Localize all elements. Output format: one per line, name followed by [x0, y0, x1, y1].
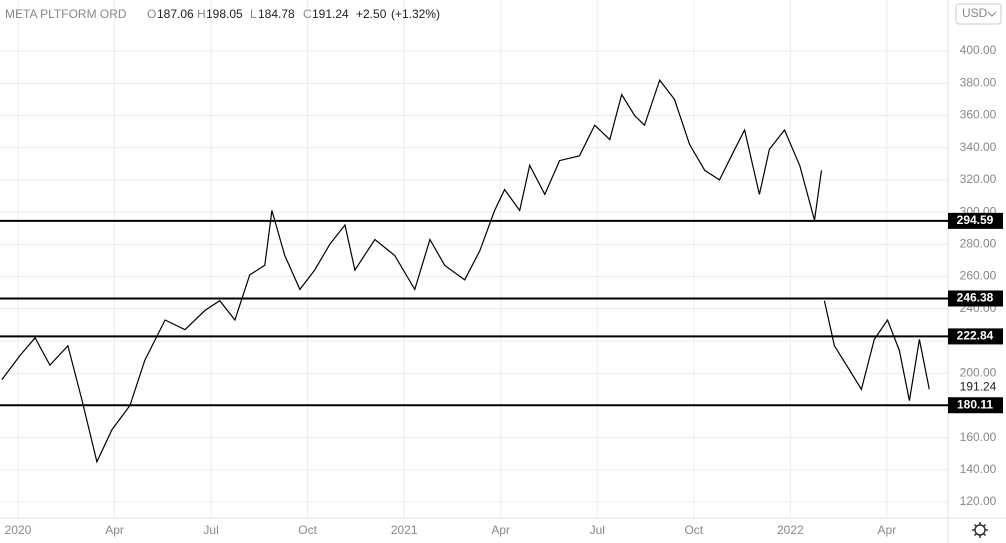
x-tick-label: Apr — [491, 523, 510, 537]
y-tick-label: 260.00 — [960, 269, 997, 283]
y-tick-label: 120.00 — [960, 494, 997, 508]
y-tick-label: 140.00 — [960, 462, 997, 476]
currency-dropdown[interactable]: USD — [955, 3, 1002, 25]
grid — [0, 0, 948, 518]
change: +2.50 — [356, 7, 387, 21]
y-tick-label: 360.00 — [960, 108, 997, 122]
y-tick-label: 400.00 — [960, 43, 997, 57]
change-pct: (+1.32%) — [391, 7, 440, 21]
settings-icon[interactable] — [972, 522, 988, 538]
level-box — [948, 328, 1003, 345]
level-box — [948, 397, 1003, 414]
price-line — [1, 78, 930, 464]
dropdown-box[interactable] — [955, 3, 1002, 25]
x-tick-label: Oct — [684, 523, 703, 537]
x-tick-label: Oct — [298, 523, 317, 537]
open-label: O — [147, 7, 156, 21]
y-tick-label: 380.00 — [960, 75, 997, 89]
y-tick-label: 200.00 — [960, 365, 997, 379]
x-tick-label: Jul — [203, 523, 218, 537]
level-label: 180.11 — [957, 397, 993, 411]
level-box — [948, 290, 1003, 307]
y-tick-label: 320.00 — [960, 172, 997, 186]
chevron[interactable] — [987, 11, 997, 17]
currency-label[interactable]: USD — [962, 6, 988, 20]
symbol-name: META PLTFORM ORD — [5, 7, 127, 21]
x-tick-label: Jul — [590, 523, 605, 537]
x-tick-label: Apr — [878, 523, 897, 537]
level-box — [948, 212, 1003, 229]
close-label: C — [303, 7, 312, 21]
y-tick-label: 340.00 — [960, 140, 997, 154]
low-label: L — [250, 7, 257, 21]
level-label: 222.84 — [957, 329, 994, 343]
high-label: H — [197, 7, 206, 21]
open-value: 187.06 — [157, 7, 194, 21]
close-value: 191.24 — [312, 7, 349, 21]
y-tick-label: 160.00 — [960, 430, 997, 444]
last-price-label: 191.24 — [960, 379, 997, 393]
high-value: 198.05 — [206, 7, 243, 21]
x-tick-label: 2021 — [391, 523, 418, 537]
x-tick-label: Apr — [105, 523, 124, 537]
x-tick-label: 2022 — [777, 523, 804, 537]
level-label: 294.59 — [957, 213, 994, 227]
gear-teeth[interactable] — [972, 522, 988, 538]
x-tick-label: 2020 — [5, 523, 32, 537]
y-tick-label: 280.00 — [960, 237, 997, 251]
level-label: 246.38 — [957, 291, 994, 305]
low-value: 184.78 — [258, 7, 295, 21]
